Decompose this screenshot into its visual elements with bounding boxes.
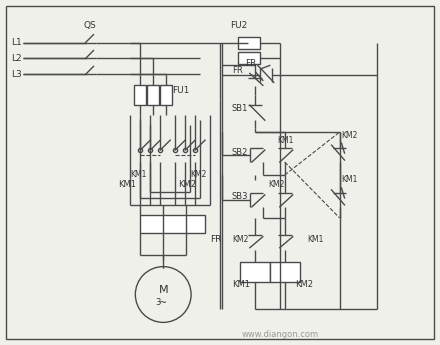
Text: KM2: KM2 (178, 180, 196, 189)
Text: SB2: SB2 (232, 148, 248, 157)
Text: FR: FR (245, 59, 256, 68)
Text: KM2: KM2 (268, 180, 284, 189)
Text: SB3: SB3 (232, 193, 249, 201)
Text: KM1: KM1 (308, 235, 324, 244)
Text: KM1: KM1 (130, 170, 147, 179)
Text: KM1: KM1 (341, 176, 358, 185)
Text: L1: L1 (11, 38, 22, 47)
Bar (134, 85, 146, 105)
Bar (240, 262, 270, 282)
Text: FU1: FU1 (172, 86, 190, 95)
Bar (160, 85, 172, 105)
Text: L2: L2 (11, 54, 22, 63)
Bar (270, 262, 300, 282)
Text: FR: FR (210, 235, 221, 244)
Text: KM1: KM1 (277, 136, 293, 145)
Text: L3: L3 (11, 70, 22, 79)
Bar (238, 52, 260, 65)
Text: KM2: KM2 (190, 170, 206, 179)
Bar (238, 37, 260, 49)
Bar (147, 85, 159, 105)
Text: www.diangon.com: www.diangon.com (241, 330, 318, 339)
Text: FR: FR (232, 66, 243, 75)
Text: KM2: KM2 (295, 280, 313, 289)
Bar (140, 215, 205, 233)
Text: SB1: SB1 (232, 104, 248, 113)
Text: KM2: KM2 (232, 235, 248, 244)
Text: KM1: KM1 (118, 180, 136, 189)
Text: QS: QS (84, 21, 96, 30)
Text: FU2: FU2 (230, 21, 247, 30)
Text: KM2: KM2 (341, 131, 358, 140)
Text: 3: 3 (156, 298, 161, 307)
Text: KM1: KM1 (232, 280, 250, 289)
Text: ~: ~ (159, 297, 167, 307)
Text: M: M (158, 285, 168, 295)
